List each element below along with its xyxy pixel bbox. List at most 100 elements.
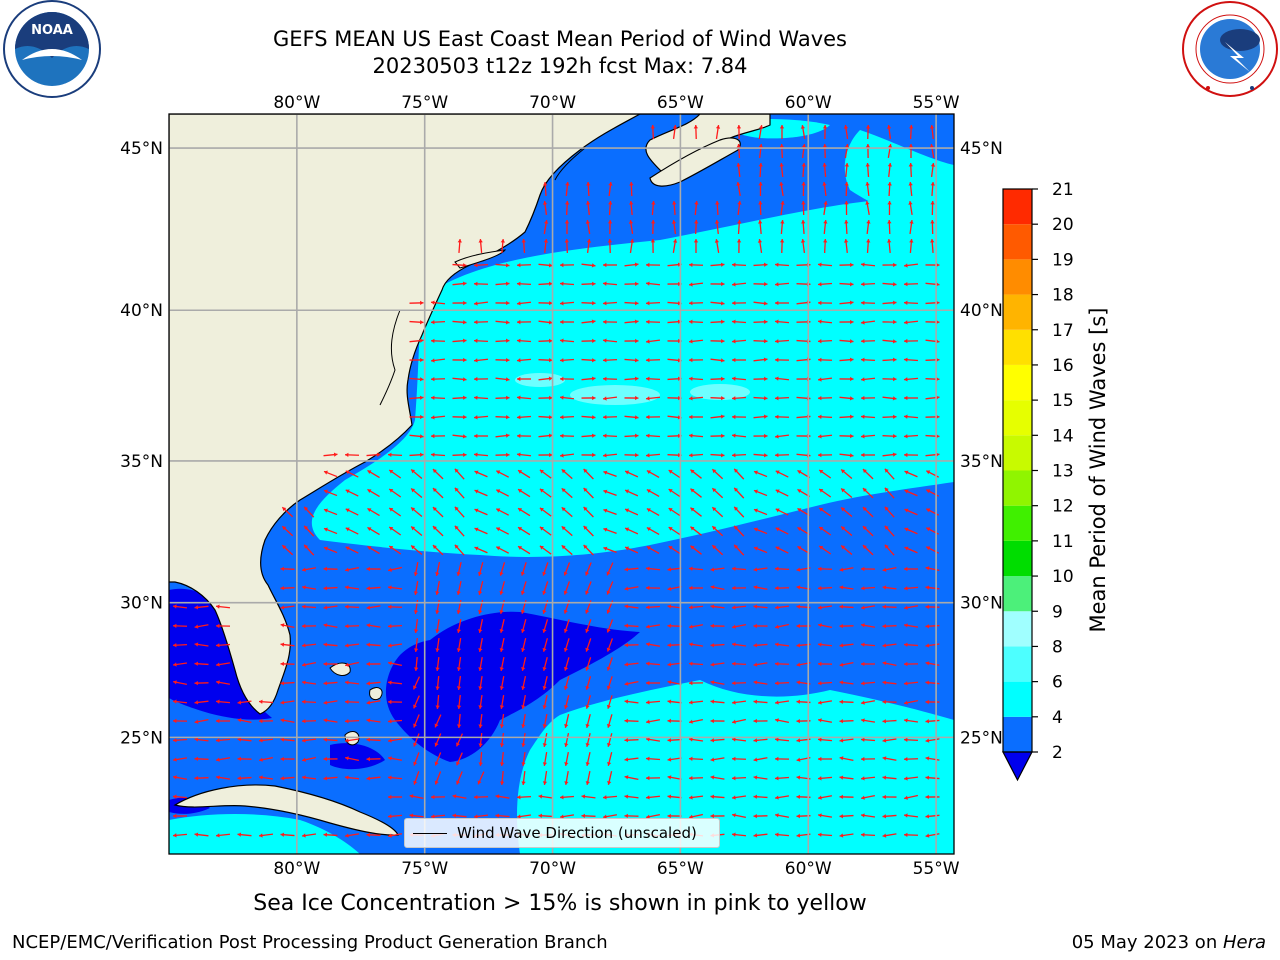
wind-arrow-428 <box>624 489 639 497</box>
wind-arrow-871 <box>839 738 854 743</box>
wind-arrow-863 <box>667 738 682 743</box>
wind-arrow-661 <box>839 623 854 629</box>
wind-arrow-457 <box>583 506 594 518</box>
wind-arrow-799 <box>839 699 854 704</box>
footer-date-text: 05 May 2023 on <box>1071 932 1223 953</box>
wind-arrow-851 <box>413 733 420 747</box>
wind-arrow-579 <box>542 581 549 595</box>
wind-arrow-186 <box>516 319 532 325</box>
wind-arrow-117 <box>603 262 617 268</box>
wind-arrow-722 <box>688 661 704 666</box>
wind-arrow-229 <box>903 338 919 344</box>
wind-arrow-220 <box>710 338 725 344</box>
wind-arrow-900 <box>688 756 704 761</box>
wind-arrow-806 <box>216 718 230 724</box>
wind-arrow-443 <box>281 506 294 518</box>
wind-arrow-811 <box>323 718 338 723</box>
wind-arrow-846 <box>301 738 317 743</box>
wind-arrow-501 <box>862 525 874 537</box>
wind-arrow-516 <box>517 545 531 555</box>
wind-arrow-554 <box>667 567 682 572</box>
wind-arrow-528 <box>775 546 789 554</box>
wind-arrow-10 <box>865 124 871 140</box>
wind-arrow-483 <box>474 527 488 535</box>
wind-arrow-785 <box>542 695 548 709</box>
wind-arrow-583 <box>624 586 639 591</box>
wind-arrow-606 <box>387 604 403 610</box>
wind-arrow-374 <box>710 453 725 458</box>
wind-arrow-387 <box>367 469 380 479</box>
wind-arrow-630 <box>903 605 919 610</box>
wind-arrow-421 <box>474 489 488 497</box>
wind-arrow-62 <box>823 200 828 216</box>
wind-arrow-984 <box>559 814 575 819</box>
wind-arrow-573 <box>413 580 419 596</box>
wind-arrow-331 <box>409 434 424 439</box>
wind-arrow-685 <box>624 642 639 648</box>
wind-arrow-798 <box>817 700 833 705</box>
wind-arrow-751 <box>585 676 592 690</box>
wind-arrow-432 <box>711 487 724 499</box>
wind-arrow-130 <box>882 262 897 268</box>
wind-arrow-856 <box>521 732 526 748</box>
wind-arrow-486 <box>539 526 552 536</box>
wind-arrow-257 <box>430 376 446 382</box>
wind-arrow-682 <box>563 638 570 652</box>
wind-arrow-412 <box>904 470 918 478</box>
wind-arrow-460 <box>646 508 660 516</box>
wind-arrow-336 <box>516 433 532 439</box>
wind-arrow-445 <box>323 508 338 516</box>
wind-arrow-1000 <box>903 813 919 818</box>
wind-arrow-485 <box>517 526 531 536</box>
wind-arrow-162 <box>538 300 553 306</box>
wind-arrow-392 <box>474 470 488 478</box>
wind-arrow-233 <box>452 357 467 363</box>
wind-arrow-848 <box>344 738 360 743</box>
wind-arrow-677 <box>456 637 462 653</box>
wind-arrow-701 <box>194 661 209 666</box>
wind-arrow-111 <box>473 263 489 268</box>
wind-arrow-746 <box>478 675 483 691</box>
legend-label: Wind Wave Direction (unscaled) <box>457 824 697 842</box>
wind-arrow-278 <box>882 376 897 382</box>
wind-arrow-604 <box>344 604 360 609</box>
wind-arrow-660 <box>818 623 832 628</box>
wind-arrow-369 <box>602 453 618 458</box>
wind-arrow-469 <box>840 507 853 517</box>
wind-arrow-499 <box>818 526 832 536</box>
wind-arrow-618 <box>645 605 661 610</box>
wind-arrow-780 <box>435 694 440 710</box>
wind-arrow-1001 <box>925 814 940 819</box>
wind-arrow-295 <box>710 396 725 401</box>
wind-arrow-993 <box>753 813 768 819</box>
wind-arrow-599 <box>194 605 209 610</box>
wind-arrow-125 <box>774 262 790 267</box>
wind-arrow-228 <box>882 339 897 344</box>
wind-arrow-624 <box>774 605 790 610</box>
wind-arrow-269 <box>688 376 704 381</box>
wind-arrow-139 <box>581 281 596 286</box>
wind-arrow-150 <box>817 282 833 287</box>
wind-arrow-223 <box>774 339 790 344</box>
wind-arrow-840 <box>172 738 188 743</box>
wind-arrow-462 <box>690 507 702 517</box>
wind-arrow-1032 <box>817 832 833 837</box>
wind-arrow-563 <box>860 566 876 572</box>
colorbar-tick-0: 2 <box>1052 743 1063 763</box>
wind-arrow-129 <box>860 262 876 267</box>
wind-arrow-121 <box>688 262 704 268</box>
wind-arrow-2 <box>693 124 699 140</box>
wind-arrow-538 <box>323 566 338 572</box>
wind-arrow-753 <box>624 680 639 686</box>
wind-arrow-510 <box>388 545 402 555</box>
wind-arrow-333 <box>452 434 467 439</box>
wind-arrow-334 <box>474 433 488 439</box>
wind-arrow-49 <box>542 200 548 216</box>
wind-arrow-1036 <box>903 832 919 838</box>
wind-arrow-514 <box>474 546 488 554</box>
wind-arrow-850 <box>387 738 403 743</box>
wind-arrow-773 <box>280 700 295 705</box>
wind-arrow-67 <box>930 200 935 216</box>
wind-arrow-540 <box>366 566 381 572</box>
wind-arrow-26 <box>779 162 784 178</box>
